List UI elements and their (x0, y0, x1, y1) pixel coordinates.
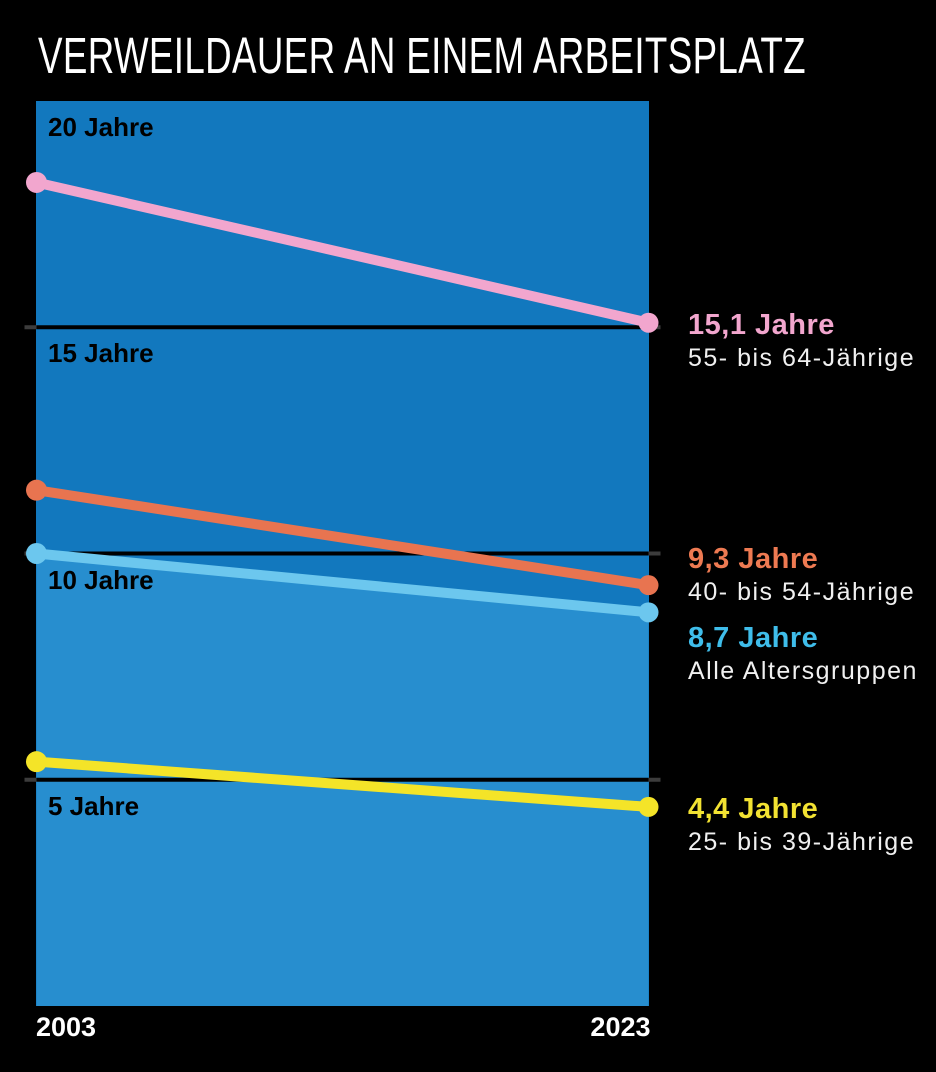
series-name-label-3: 25- bis 39-Jährige (688, 827, 916, 856)
series-name-label-2: Alle Altersgruppen (688, 657, 918, 686)
chart-title: VERWEILDAUER AN EINEM ARBEITSPLATZ (38, 27, 806, 84)
series-name-label-0: 55- bis 64-Jährige (688, 343, 916, 372)
series-line-1 (35, 485, 650, 591)
ytick-label-15: 15 Jahre (48, 338, 154, 369)
series-line-0 (35, 177, 650, 328)
series-value-label-3: 4,4 Jahre (688, 792, 819, 825)
ytick-label-20: 20 Jahre (48, 112, 154, 142)
series-dot-start-1 (26, 479, 47, 501)
series-dot-start-3 (26, 751, 47, 773)
series-value-label-1: 9,3 Jahre (688, 543, 819, 576)
series-dot-start-0 (26, 171, 47, 193)
series-dot-end-3 (638, 796, 659, 817)
xaxis-label-end: 2023 (590, 1012, 651, 1042)
series-dot-start-2 (26, 543, 47, 564)
series-dot-end-1 (638, 575, 659, 596)
series-value-label-2: 8,7 Jahre (688, 622, 819, 655)
series-line-2 (36, 548, 649, 618)
series-line-3 (36, 756, 649, 812)
ytick-label-10: 10 Jahre (48, 564, 154, 595)
series-name-label-1: 40- bis 54-Jährige (688, 578, 916, 607)
ytick-label-5: 5 Jahre (48, 790, 140, 821)
series-dot-end-2 (638, 602, 659, 623)
xaxis-label-start: 2003 (36, 1012, 97, 1042)
series-value-label-0: 15,1 Jahre (688, 308, 835, 341)
series-dot-end-0 (638, 312, 659, 333)
